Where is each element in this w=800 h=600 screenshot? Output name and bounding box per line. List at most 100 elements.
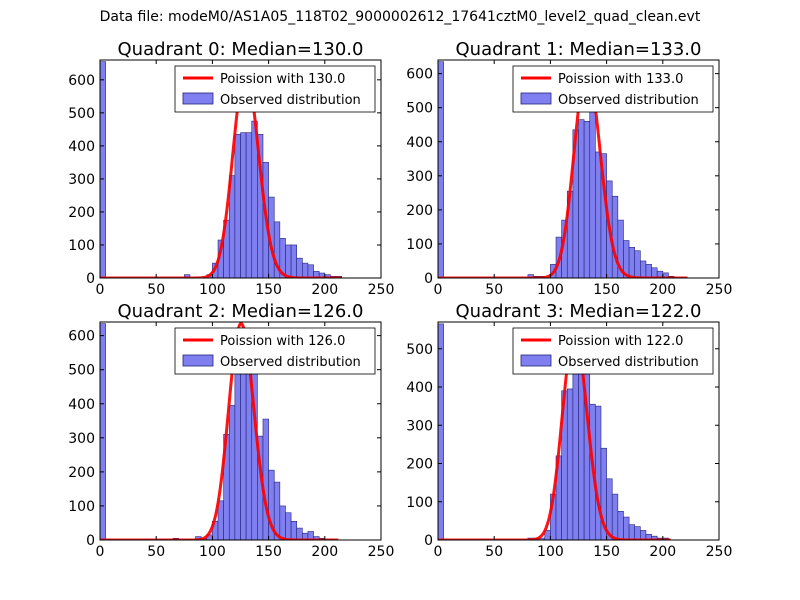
quadrant-0-ytick-label: 200 <box>68 205 95 221</box>
quadrant-2-legend: Poission with 126.0 Observed distribution <box>174 327 376 375</box>
quadrant-0-legend-poisson-label: Poission with 130.0 <box>220 72 345 87</box>
quadrant-1-title: Quadrant 1: Median=133.0 <box>456 39 702 60</box>
quadrant-0-ytick-label: 300 <box>68 172 95 188</box>
quadrant-1-legend: Poission with 133.0 Observed distribution <box>512 65 714 113</box>
quadrant-3-legend-observed-label: Observed distribution <box>558 355 699 370</box>
quadrant-3-panel: 0 50 100 150 200 250 0 100 200 300 400 500 Quadrant … <box>406 301 732 560</box>
quadrant-3-hist-bar <box>617 511 624 540</box>
quadrant-0-ytick-label: 100 <box>68 238 95 254</box>
quadrant-0-xtick-label: 100 <box>199 282 226 298</box>
quadrant-3-xtick-label: 0 <box>434 544 443 560</box>
quadrant-2-hist-bar <box>290 520 297 540</box>
quadrant-2-hist-bar <box>262 418 269 540</box>
quadrant-0-hist-bar <box>245 132 253 278</box>
quadrant-1-ytick-label: 400 <box>406 135 433 151</box>
quadrant-3-xtick-label: 200 <box>649 544 676 560</box>
quadrant-2-hist-bar <box>296 527 303 540</box>
quadrant-1-hist-bar <box>611 195 619 278</box>
quadrant-3-ytick-label: 100 <box>406 495 433 511</box>
quadrant-1-ytick-label: 500 <box>406 101 433 117</box>
quadrant-2-hist-bar <box>100 323 106 540</box>
quadrant-2-ytick-label: 600 <box>68 329 95 345</box>
quadrant-1-ytick-label: 600 <box>406 67 433 83</box>
quadrant-0-xtick-label: 200 <box>311 282 338 298</box>
quadrant-0-legend-observed-swatch <box>182 92 214 105</box>
quadrant-2-legend-box <box>174 327 376 375</box>
quadrant-1-ytick-label: 0 <box>424 271 433 287</box>
quadrant-1-ytick-label: 200 <box>406 203 433 219</box>
quadrant-0-panel: 0 50 100 150 200 250 0 100 200 300 400 500 600 Quadra… <box>68 39 394 298</box>
quadrant-0-hist-bar <box>285 244 292 278</box>
quadrant-0-xtick-label: 0 <box>96 282 105 298</box>
quadrant-2-ytick-label: 500 <box>68 363 95 379</box>
quadrant-1-xtick-label: 50 <box>485 282 503 298</box>
quadrant-0-hist-bar <box>296 257 303 278</box>
quadrant-3-ytick-label: 500 <box>406 342 433 358</box>
quadrant-1-legend-poisson-label: Poission with 133.0 <box>558 72 683 87</box>
quadrant-3-axes-frame <box>437 321 720 541</box>
quadrant-1-ytick-label: 100 <box>406 237 433 253</box>
quadrant-2-axes-frame <box>99 321 382 541</box>
quadrant-0-hist-bar <box>302 262 309 278</box>
quadrant-0-ytick-label: 400 <box>68 139 95 155</box>
quadrant-1-ytick-label: 300 <box>406 169 433 185</box>
quadrant-0-plot-content <box>100 61 343 278</box>
quadrant-1-hist-bar <box>651 267 658 278</box>
quadrant-2-ytick-label: 400 <box>68 397 95 413</box>
quadrant-3-ytick-label: 200 <box>406 457 433 473</box>
quadrant-2-title: Quadrant 2: Median=126.0 <box>118 301 364 322</box>
quadrant-3-xtick-label: 100 <box>537 544 564 560</box>
quadrant-0-legend: Poission with 130.0 Observed distribution <box>174 65 376 113</box>
quadrant-0-title: Quadrant 0: Median=130.0 <box>118 39 364 60</box>
quadrant-3-ytick-label: 400 <box>406 380 433 396</box>
quadrant-3-plot-content <box>438 323 672 540</box>
quadrant-2-xtick-label: 0 <box>96 544 105 560</box>
quadrant-1-xtick-label: 250 <box>706 282 733 298</box>
quadrant-3-xtick-label: 250 <box>706 544 733 560</box>
quadrant-0-xtick-label: 150 <box>255 282 282 298</box>
quadrant-1-hist-bar <box>578 119 585 278</box>
quadrant-1-hist-bar <box>645 264 652 278</box>
quadrant-1-hist-bar <box>628 247 636 278</box>
quadrant-2-legend-observed-label: Observed distribution <box>220 355 361 370</box>
quadrant-1-hist-bar <box>438 61 444 278</box>
quadrant-3-hist-bar <box>611 493 619 540</box>
quadrant-0-ytick-label: 500 <box>68 106 95 122</box>
figure-suptitle: Data file: modeM0/AS1A05_118T02_90000026… <box>99 9 701 25</box>
quadrant-2-legend-poisson-label: Poission with 126.0 <box>220 334 345 349</box>
quadrant-2-ytick-label: 300 <box>68 431 95 447</box>
quadrant-2-xtick-label: 150 <box>255 544 282 560</box>
quadrant-1-hist-bar <box>595 151 602 278</box>
quadrant-1-axes-frame <box>437 59 720 279</box>
quadrant-3-title: Quadrant 3: Median=122.0 <box>456 301 702 322</box>
quadrant-0-hist-bar <box>240 132 247 278</box>
quadrant-3-hist-bar <box>634 526 641 540</box>
quadrant-3-hist-bar <box>595 405 602 540</box>
quadrant-1-legend-observed-label: Observed distribution <box>558 93 699 108</box>
quadrant-1-legend-observed-swatch <box>520 92 552 105</box>
quadrant-2-hist-bar <box>279 505 286 540</box>
quadrant-2-hist-bar <box>307 531 314 540</box>
quadrant-0-legend-observed-label: Observed distribution <box>220 93 361 108</box>
quadrant-2-hist-bar <box>285 512 292 540</box>
quadrant-0-xtick-label: 250 <box>368 282 395 298</box>
quadrant-3-ytick-label: 0 <box>424 533 433 549</box>
quadrant-3-hist-bar <box>438 323 444 540</box>
quadrant-2-xtick-label: 200 <box>311 544 338 560</box>
quadrant-2-hist-bar <box>228 405 236 540</box>
quadrant-1-xtick-label: 100 <box>537 282 564 298</box>
quadrant-1-xtick-label: 150 <box>593 282 620 298</box>
quadrant-3-hist-bar <box>566 388 574 540</box>
quadrant-0-hist-bar <box>234 134 241 278</box>
quadrant-1-hist-bar <box>640 260 647 278</box>
quadrant-2-panel: 0 50 100 150 200 250 0 100 200 300 400 500 600 Quadra… <box>68 301 394 560</box>
quadrant-1-hist-bar <box>583 121 591 278</box>
quadrant-0-hist-bar <box>307 264 314 278</box>
quadrant-3-xtick-label: 50 <box>485 544 503 560</box>
quadrant-2-ytick-label: 100 <box>68 499 95 515</box>
quadrant-3-legend-observed-swatch <box>520 354 552 367</box>
quadrant-0-ytick-label: 600 <box>68 73 95 89</box>
quadrant-2-xtick-label: 100 <box>199 544 226 560</box>
quadrant-1-hist-bar <box>589 93 596 278</box>
